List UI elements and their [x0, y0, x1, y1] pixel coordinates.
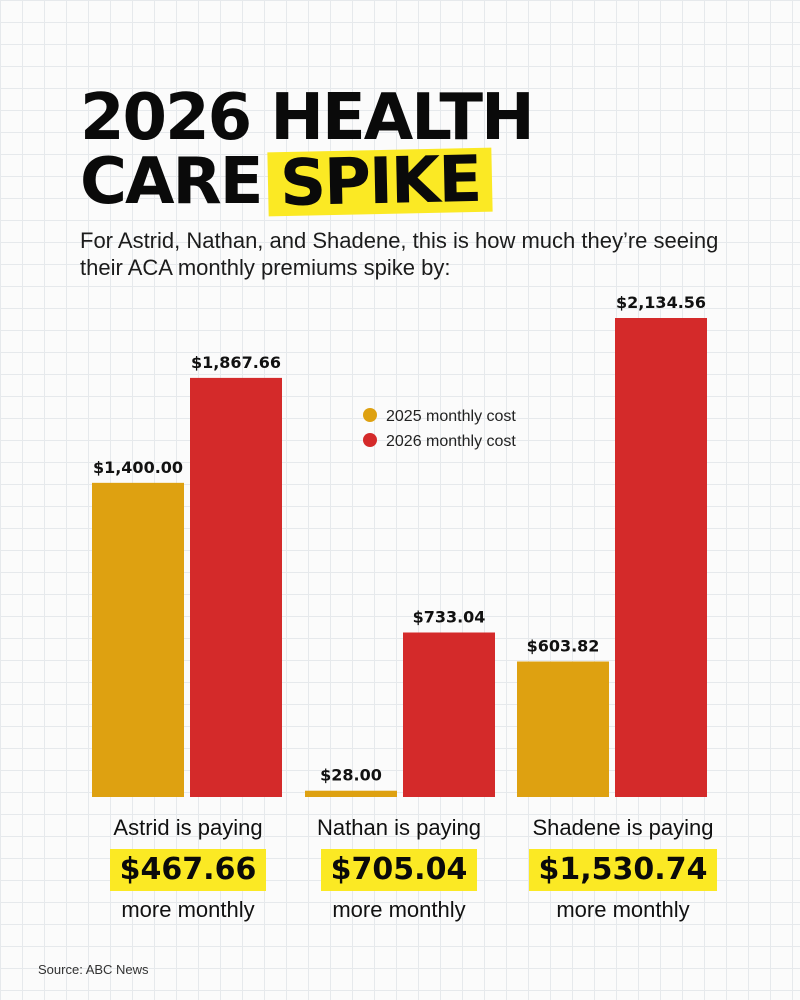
- bar-shadene-2026: [615, 318, 707, 797]
- legend-label-2026: 2026 monthly cost: [386, 433, 516, 450]
- summary-nathan: Nathan is paying $705.04 more monthly: [284, 815, 514, 923]
- bar-astrid-2025: [92, 482, 184, 797]
- bar-value-label: $28.00: [320, 766, 382, 785]
- summary-shadene: Shadene is paying $1,530.74 more monthly: [508, 815, 738, 923]
- title-line-1: 2026 HEALTH: [80, 81, 535, 155]
- summary-suffix: more monthly: [332, 897, 466, 922]
- summary-amount: $1,530.74: [528, 849, 718, 891]
- bar-value-label: $603.82: [527, 637, 600, 656]
- title-plain-word: CARE: [80, 145, 263, 219]
- bar-nathan-2025: [305, 790, 397, 797]
- summary-suffix: more monthly: [556, 897, 690, 922]
- legend-swatch-2026: [363, 433, 377, 447]
- bar-value-label: $1,867.66: [191, 353, 281, 372]
- bar-astrid-2026: [190, 377, 282, 797]
- summary-amount: $467.66: [109, 849, 267, 891]
- summary-name: Nathan is paying: [317, 815, 481, 840]
- bar-value-label: $2,134.56: [616, 293, 706, 312]
- summary-name: Shadene is paying: [532, 815, 714, 840]
- bar-nathan-2026: [403, 632, 495, 797]
- bar-value-label: $1,400.00: [93, 458, 183, 477]
- legend-label-2025: 2025 monthly cost: [386, 408, 516, 425]
- bar-shadene-2025: [517, 661, 609, 797]
- title-line-2: CARE SPIKE: [80, 143, 493, 221]
- bar-value-label: $733.04: [413, 608, 486, 627]
- summary-name: Astrid is paying: [113, 815, 263, 840]
- summary-suffix: more monthly: [121, 897, 255, 922]
- summary-astrid: Astrid is paying $467.66 more monthly: [73, 815, 303, 923]
- source-note: Source: ABC News: [38, 962, 149, 977]
- legend-swatch-2025: [363, 408, 377, 422]
- summary-amount: $705.04: [320, 849, 478, 891]
- subtitle: For Astrid, Nathan, and Shadene, this is…: [80, 228, 719, 280]
